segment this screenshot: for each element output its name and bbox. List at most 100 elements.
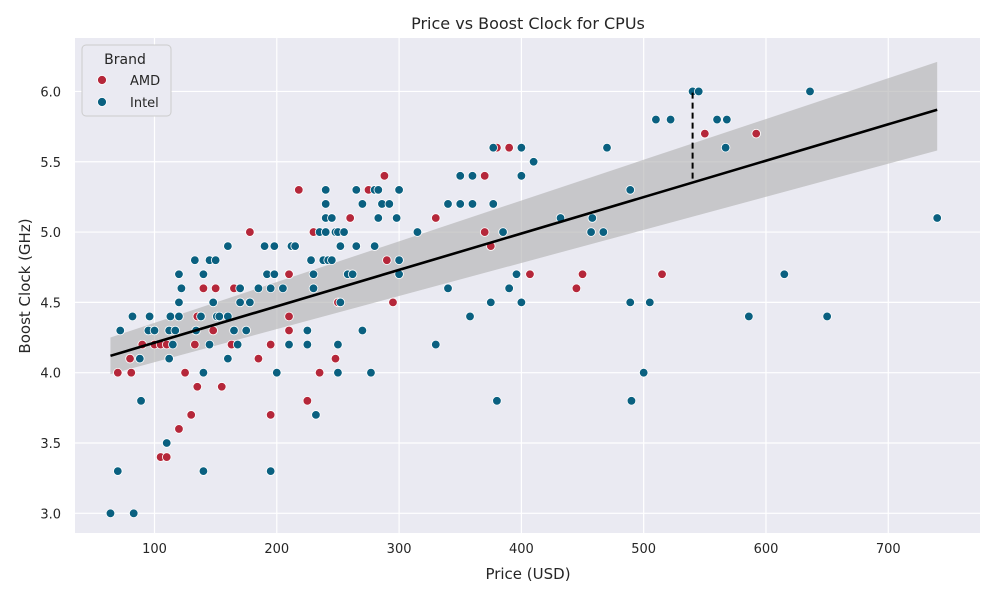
point-intel [486,297,496,308]
confidence-band-area [110,61,938,375]
point-intel [516,142,527,153]
legend: Brand AMD Intel [81,44,172,117]
y-tick-label: 6.0 [40,85,61,100]
point-intel [308,283,319,294]
point-intel [174,311,184,322]
point-amd [577,269,588,279]
point-amd [180,367,190,378]
point-intel [602,142,612,153]
point-intel [626,396,637,406]
point-intel [516,297,527,308]
x-tick-label: 500 [631,542,656,557]
point-amd [382,255,392,265]
point-amd [210,283,221,294]
point-intel [327,213,337,223]
point-amd [208,325,218,336]
x-tick-label: 200 [264,542,289,557]
point-amd [284,269,294,279]
point-intel [229,325,239,336]
point-intel [694,86,704,97]
point-intel [302,339,313,350]
point-amd [388,297,398,308]
point-intel [335,241,346,251]
point-intel [127,311,138,322]
y-tick-label: 5.0 [40,226,61,241]
point-intel [144,311,155,322]
point-intel [115,325,125,336]
point-intel [369,241,380,251]
point-intel [488,142,498,153]
point-intel [232,339,243,350]
point-amd [198,283,209,294]
point-intel [306,255,316,265]
point-intel [174,297,184,308]
point-intel [196,311,206,322]
point-intel [488,199,498,209]
point-amd [162,452,172,462]
point-intel [170,325,180,336]
point-intel [498,227,508,237]
point-intel [455,171,465,181]
point-intel [394,255,404,265]
point-intel [168,339,178,350]
point-intel [651,114,661,125]
point-intel [208,297,218,308]
point-intel [339,227,349,237]
x-axis-label: Price (USD) [485,565,570,583]
point-intel [465,311,475,322]
point-amd [751,128,761,139]
point-intel [625,297,635,308]
point-intel [165,311,176,322]
point-intel [198,269,209,279]
point-intel [176,283,187,294]
point-intel [272,367,282,378]
point-intel [311,410,321,420]
point-intel [269,241,280,251]
point-intel [241,325,251,336]
point-intel [712,114,722,125]
point-amd [294,185,304,195]
y-tick-labels: 3.0 3.5 4.0 4.5 5.0 5.5 6.0 [40,85,61,522]
point-intel [504,283,514,294]
point-intel [394,185,404,195]
point-intel [223,353,233,364]
point-amd [284,311,294,322]
point-intel [105,508,116,519]
point-amd [345,213,355,223]
point-intel [308,269,319,279]
point-intel [412,227,423,237]
point-intel [366,367,376,378]
point-intel [321,185,331,195]
point-intel [278,283,288,294]
point-intel [335,297,346,308]
confidence-band [110,61,938,375]
y-axis-label: Boost Clock (GHz) [16,218,34,353]
point-intel [744,311,754,322]
y-tick-label: 4.5 [40,296,61,311]
point-intel [198,367,209,378]
point-intel [149,325,160,336]
point-intel [516,171,527,181]
data-points [105,86,942,519]
point-amd [190,339,200,350]
point-intel [598,227,609,237]
point-intel [443,199,453,209]
legend-label-intel: Intel [130,96,159,111]
y-tick-label: 4.0 [40,367,61,382]
point-amd [504,142,514,153]
point-intel [204,339,215,350]
point-intel [357,199,368,209]
point-intel [467,171,478,181]
y-tick-label: 3.5 [40,437,61,452]
point-intel [720,142,731,153]
point-intel [455,199,465,209]
regression-line [110,108,938,358]
point-intel [587,213,598,223]
point-intel [351,241,361,251]
point-intel [333,339,343,350]
x-tick-label: 100 [142,542,167,557]
point-intel [645,297,655,308]
point-intel [265,466,276,476]
x-tick-label: 300 [387,542,412,557]
